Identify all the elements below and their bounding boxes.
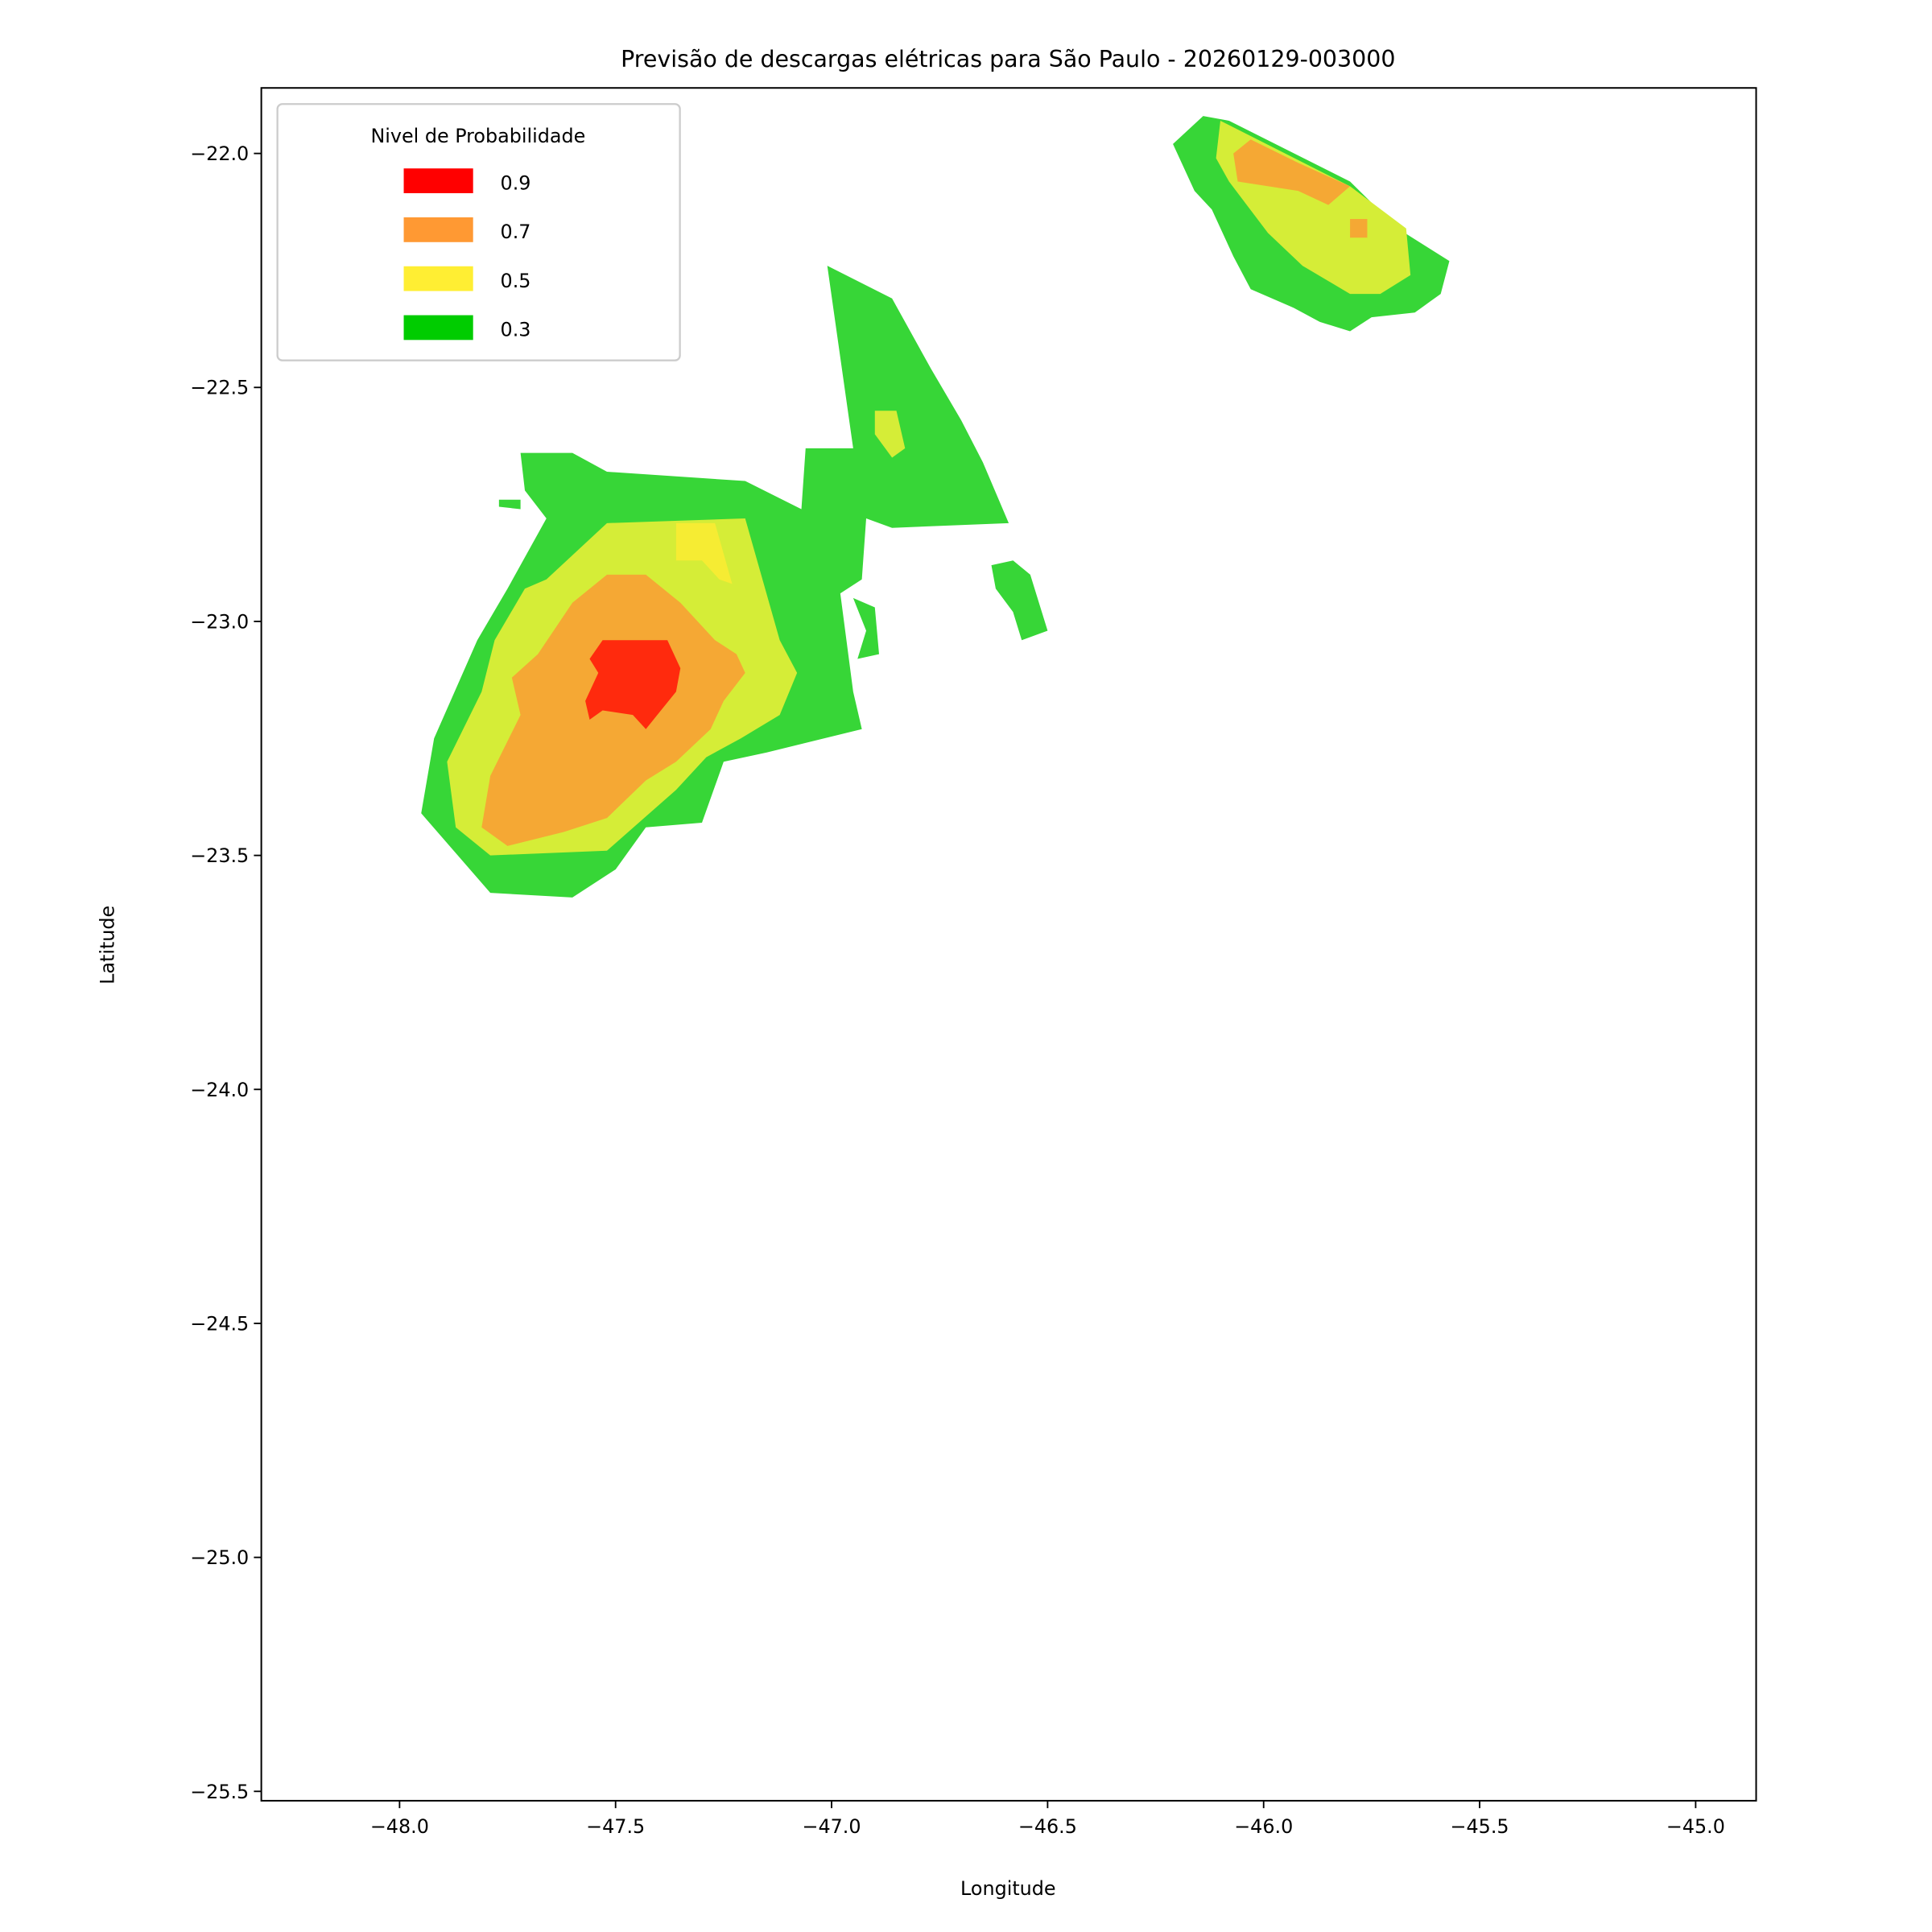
- y-tick-label: −23.5: [190, 844, 249, 867]
- y-tick-label: −23.0: [190, 610, 249, 633]
- legend-title: Nivel de Probabilidade: [370, 125, 585, 147]
- legend-label: 0.9: [501, 171, 531, 194]
- legend-swatch: [403, 168, 473, 193]
- contour-region-0.3-2: [852, 597, 879, 659]
- legend-box: [276, 103, 681, 361]
- y-tick-label: −24.5: [190, 1312, 249, 1335]
- contour-region-0.9-12: [585, 640, 681, 729]
- contour-region-0.3-1: [991, 560, 1048, 641]
- legend-swatch: [403, 217, 473, 242]
- x-tick-label: −47.0: [803, 1815, 861, 1838]
- contour-region-0.5-6: [874, 411, 906, 458]
- x-tick-label: −45.5: [1451, 1815, 1509, 1838]
- chart-title: Previsão de descargas elétricas para São…: [621, 46, 1395, 72]
- contour-region-0.5-peak-8: [675, 522, 733, 584]
- y-tick-label: −22.0: [190, 142, 249, 165]
- x-tick-label: −46.0: [1234, 1815, 1293, 1838]
- y-axis: −22.0 −22.5 −23.0 −23.5 −24.0 −24.5 −25.0 −25.5: [190, 142, 262, 1803]
- contour-region-0.7-10: [1233, 139, 1351, 205]
- plot-area: [421, 116, 1450, 898]
- legend-label: 0.7: [501, 221, 531, 243]
- contour-region-0.3-3: [498, 499, 521, 510]
- legend-label: 0.5: [501, 270, 531, 292]
- legend-swatch: [403, 266, 473, 291]
- legend-label: 0.3: [501, 319, 531, 341]
- contour-region-0.7-11: [1350, 219, 1368, 238]
- x-tick-label: −45.0: [1666, 1815, 1725, 1838]
- x-axis-label: Longitude: [960, 1877, 1056, 1900]
- axes-frame: [260, 87, 1757, 1802]
- legend: Nivel de Probabilidade 0.9 0.7 0.5 0.3: [276, 103, 681, 361]
- x-tick-label: −47.5: [586, 1815, 645, 1838]
- y-axis-label: Latitude: [97, 906, 119, 985]
- legend-swatch: [403, 315, 473, 341]
- y-tick-label: −25.0: [190, 1546, 249, 1569]
- y-tick-label: −22.5: [190, 377, 249, 399]
- x-tick-label: −48.0: [370, 1815, 429, 1838]
- y-tick-label: −25.5: [190, 1781, 249, 1803]
- x-axis: −48.0 −47.5 −47.0 −46.5 −46.0 −45.5 −45.0: [370, 1800, 1725, 1838]
- x-tick-label: −46.5: [1018, 1815, 1077, 1838]
- y-tick-label: −24.0: [190, 1079, 249, 1101]
